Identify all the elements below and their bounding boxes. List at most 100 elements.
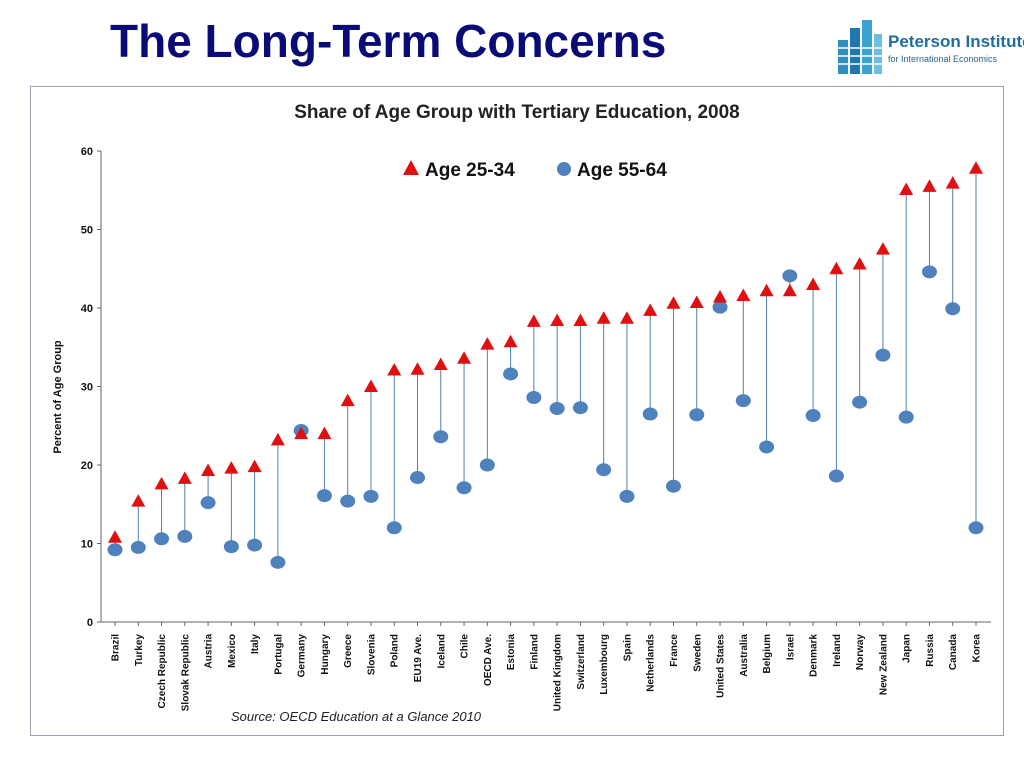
slide-title: The Long-Term Concerns	[110, 15, 667, 67]
y-tick-label: 50	[81, 225, 93, 237]
y-axis: 0 10 20 30 40 50 60	[81, 146, 102, 629]
y-tick-label: 60	[81, 146, 93, 158]
point-age-25-34-japan	[899, 182, 914, 195]
category-label-oecd-ave: OECD Ave.	[483, 634, 494, 686]
point-age-25-34-korea	[969, 161, 983, 174]
point-age-25-34-eu19-ave	[410, 362, 425, 375]
category-label-norway: Norway	[855, 634, 866, 671]
category-label-turkey: Turkey	[134, 634, 145, 666]
logo-name: Peterson Institute	[888, 32, 1024, 51]
category-label-iceland: Iceland	[436, 634, 447, 668]
point-age-55-64-new-zealand	[875, 348, 891, 362]
y-tick-label: 40	[81, 303, 93, 315]
point-age-55-64-netherlands	[642, 407, 658, 421]
legend-label-age-25-34: Age 25-34	[425, 160, 515, 181]
category-label-israel: Israel	[785, 634, 796, 660]
point-age-25-34-brazil	[108, 530, 122, 543]
point-age-25-34-norway	[852, 257, 867, 270]
point-age-55-64-sweden	[689, 408, 705, 422]
point-age-25-34-estonia	[503, 334, 518, 348]
category-label-greece: Greece	[343, 634, 354, 668]
category-label-hungary: Hungary	[320, 634, 331, 675]
category-label-brazil: Brazil	[111, 634, 122, 661]
point-age-55-64-united-kingdom	[549, 401, 565, 415]
point-age-25-34-mexico	[224, 461, 239, 474]
point-age-25-34-denmark	[806, 277, 821, 290]
point-age-55-64-mexico	[223, 540, 239, 554]
data-markers	[107, 161, 984, 569]
point-age-25-34-austria	[201, 463, 216, 476]
source-note: Source: OECD Education at a Glance 2010	[231, 709, 482, 724]
category-label-mexico: Mexico	[227, 634, 238, 668]
category-label-japan: Japan	[902, 634, 913, 663]
point-age-25-34-new-zealand	[875, 242, 890, 255]
point-age-55-64-eu19-ave	[410, 471, 426, 485]
category-label-new-zealand: New Zealand	[878, 634, 889, 695]
category-label-france: France	[669, 634, 680, 667]
point-age-25-34-italy	[247, 459, 262, 473]
y-tick-label: 30	[81, 382, 93, 394]
point-age-55-64-finland	[526, 390, 542, 404]
point-age-55-64-norway	[852, 395, 868, 409]
point-age-55-64-portugal	[270, 555, 286, 569]
point-age-25-34-russia	[922, 179, 937, 192]
category-label-korea: Korea	[972, 634, 983, 663]
tertiary-education-chart: Share of Age Group with Tertiary Educati…	[52, 102, 991, 724]
point-age-25-34-iceland	[433, 357, 448, 371]
point-age-55-64-czech-republic	[154, 532, 170, 546]
category-label-slovak-republic: Slovak Republic	[180, 634, 191, 712]
point-age-55-64-chile	[456, 481, 472, 495]
point-age-55-64-poland	[386, 521, 402, 535]
point-age-25-34-switzerland	[573, 313, 588, 327]
point-age-55-64-greece	[340, 494, 356, 508]
legend-label-age-55-64: Age 55-64	[577, 160, 667, 181]
point-age-25-34-canada	[945, 176, 960, 189]
point-age-55-64-iceland	[433, 430, 449, 444]
point-age-25-34-germany	[294, 426, 309, 440]
point-age-55-64-slovak-republic	[177, 529, 193, 543]
y-axis-label: Percent of Age Group	[52, 340, 64, 454]
point-age-55-64-turkey	[130, 540, 146, 554]
point-age-55-64-oecd-ave	[479, 458, 495, 472]
legend: Age 25-34 Age 55-64	[403, 160, 667, 181]
point-age-55-64-denmark	[805, 409, 821, 423]
point-age-55-64-brazil	[107, 543, 123, 557]
category-label-switzerland: Switzerland	[576, 634, 587, 690]
category-label-austria: Austria	[204, 634, 215, 669]
point-age-25-34-sweden	[689, 295, 704, 309]
legend-circle-marker	[557, 162, 571, 176]
chart-title: Share of Age Group with Tertiary Educati…	[294, 102, 740, 123]
point-age-25-34-netherlands	[643, 303, 658, 316]
logo-subtitle: for International Economics	[888, 54, 998, 64]
category-label-canada: Canada	[948, 634, 959, 671]
category-label-chile: Chile	[460, 634, 471, 659]
category-label-united-kingdom: United Kingdom	[553, 634, 564, 711]
category-label-netherlands: Netherlands	[646, 634, 657, 692]
point-age-55-64-united-states	[712, 300, 728, 314]
category-label-belgium: Belgium	[762, 634, 773, 674]
point-age-25-34-united-kingdom	[550, 313, 565, 327]
point-age-55-64-israel	[782, 269, 798, 283]
category-label-denmark: Denmark	[809, 634, 820, 677]
point-age-25-34-hungary	[317, 426, 332, 440]
point-age-25-34-spain	[619, 311, 634, 324]
category-label-luxembourg: Luxembourg	[599, 634, 610, 695]
x-axis: Brazil Turkey Czech Republic Slovak Republi…	[101, 621, 991, 712]
category-label-slovenia: Slovenia	[366, 634, 377, 676]
point-age-25-34-chile	[457, 351, 472, 364]
point-age-25-34-greece	[340, 393, 355, 407]
category-label-portugal: Portugal	[273, 634, 284, 675]
category-label-italy: Italy	[250, 634, 261, 654]
point-age-55-64-spain	[619, 489, 635, 503]
point-age-55-64-france	[665, 479, 681, 493]
point-age-25-34-united-states	[713, 290, 728, 303]
point-age-55-64-australia	[735, 394, 751, 408]
category-label-eu19-ave: EU19 Ave.	[413, 634, 424, 682]
point-age-25-34-slovenia	[363, 379, 378, 392]
y-tick-label: 20	[81, 460, 93, 472]
point-age-25-34-ireland	[829, 261, 844, 275]
point-age-55-64-japan	[898, 410, 914, 424]
category-label-germany: Germany	[297, 634, 308, 678]
point-age-25-34-israel	[782, 283, 797, 297]
point-age-25-34-poland	[387, 363, 402, 376]
